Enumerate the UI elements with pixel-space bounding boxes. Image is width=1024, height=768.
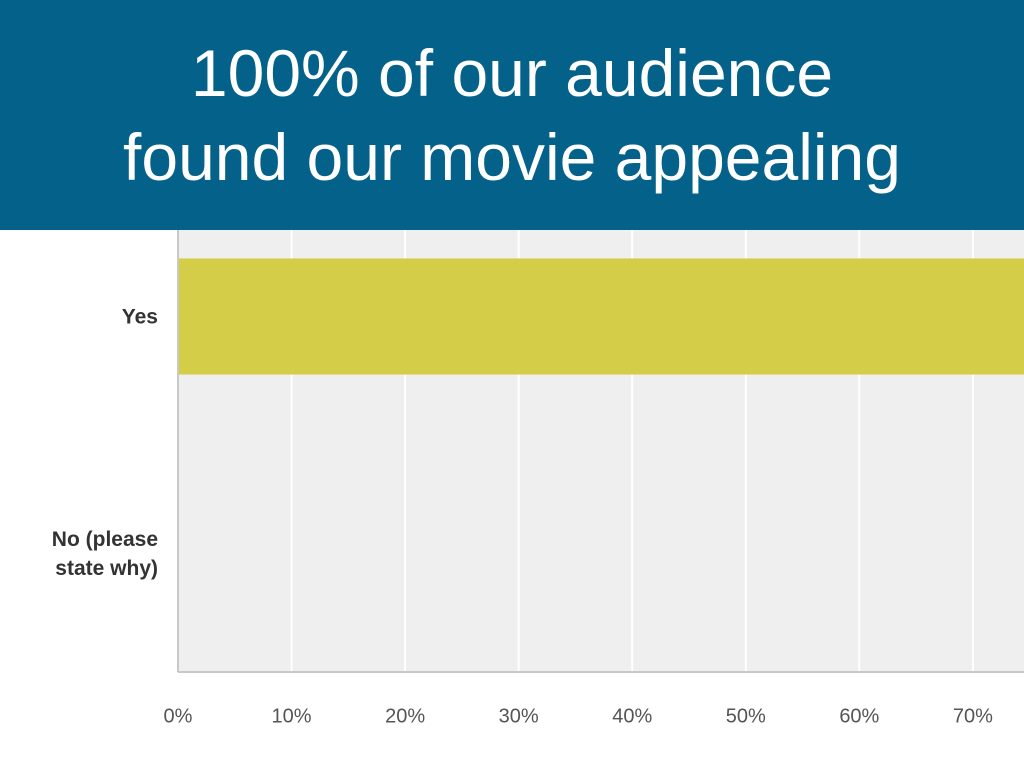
x-tick-label: 40%: [612, 705, 652, 727]
chart-title: 100% of our audience found our movie app…: [123, 36, 901, 194]
bar: [178, 258, 1024, 375]
bars: [178, 258, 1024, 375]
x-tick-label: 60%: [839, 705, 879, 727]
x-tick-label: 0%: [164, 705, 193, 727]
y-tick-label: Yes: [121, 305, 158, 328]
x-tick-label: 20%: [385, 705, 425, 727]
y-tick-label: No (please state why): [51, 527, 158, 580]
x-tick-label: 70%: [953, 705, 993, 727]
x-tick-label: 50%: [726, 705, 766, 727]
x-tick-label: 30%: [499, 705, 539, 727]
header: 100% of our audience found our movie app…: [0, 0, 1024, 230]
x-tick-label: 10%: [272, 705, 312, 727]
